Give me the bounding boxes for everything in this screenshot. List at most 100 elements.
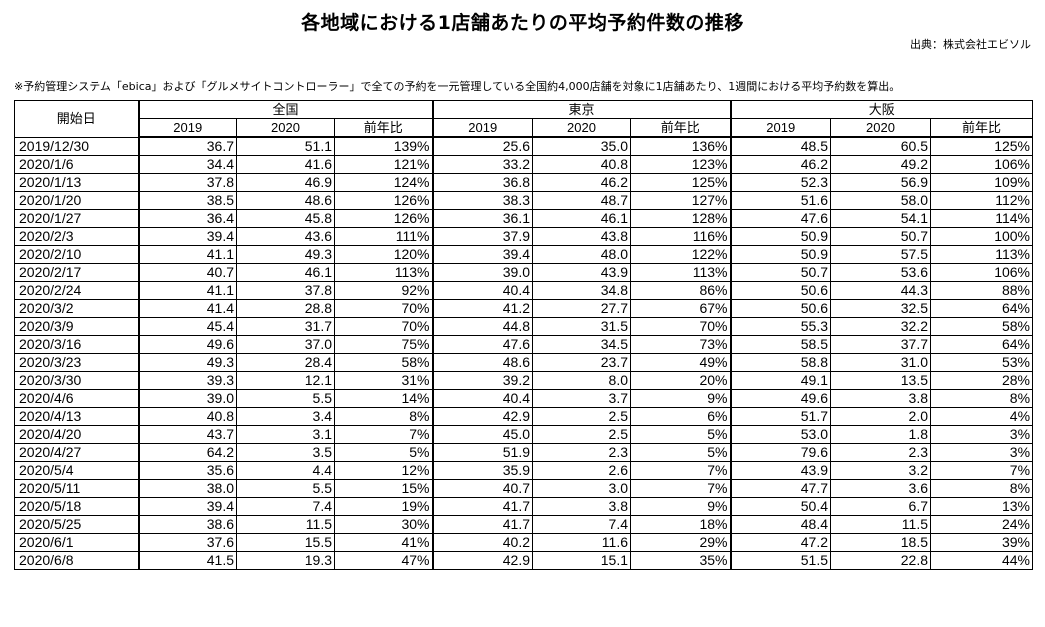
cell-tokyo-2019: 45.0: [432, 425, 533, 444]
cell-national-2019: 39.4: [138, 227, 237, 246]
cell-tokyo-2019: 51.9: [432, 443, 533, 462]
cell-national-2020: 3.1: [236, 425, 335, 444]
cell-national-yoy: 120%: [334, 245, 434, 264]
cell-osaka-2019: 58.8: [730, 353, 831, 372]
table-row: 2020/4/20 43.7 3.1 7% 45.0 2.5 5% 53.0 1.8 3%: [14, 425, 1034, 444]
cell-start-date: 2020/3/23: [14, 353, 140, 372]
cell-tokyo-2020: 43.9: [532, 263, 631, 282]
cell-national-yoy: 14%: [334, 389, 434, 408]
cell-start-date: 2020/4/6: [14, 389, 140, 408]
cell-osaka-2019: 52.3: [730, 173, 831, 192]
table-row: 2020/3/23 49.3 28.4 58% 48.6 23.7 49% 58.8 31.0 5…: [14, 353, 1034, 372]
cell-tokyo-2019: 48.6: [432, 353, 533, 372]
cell-national-yoy: 111%: [334, 227, 434, 246]
subheader-2020: 2020: [236, 118, 335, 138]
cell-osaka-2019: 48.4: [730, 515, 831, 534]
cell-tokyo-yoy: 29%: [630, 533, 732, 552]
cell-tokyo-yoy: 6%: [630, 407, 732, 426]
cell-national-2019: 38.6: [138, 515, 237, 534]
cell-osaka-2019: 50.6: [730, 299, 831, 318]
cell-tokyo-2019: 41.7: [432, 497, 533, 516]
cell-national-2019: 41.1: [138, 281, 237, 300]
cell-tokyo-2019: 40.2: [432, 533, 533, 552]
cell-tokyo-2019: 25.6: [432, 136, 533, 156]
cell-osaka-2020: 54.1: [830, 209, 931, 228]
region-header-osaka: 大阪: [729, 100, 1034, 119]
cell-national-2020: 7.4: [236, 497, 335, 516]
cell-national-2020: 45.8: [236, 209, 335, 228]
table-row: 2020/3/30 39.3 12.1 31% 39.2 8.0 20% 49.1 13.5 28…: [14, 371, 1034, 390]
cell-national-2020: 31.7: [236, 317, 335, 336]
cell-tokyo-2020: 43.8: [532, 227, 631, 246]
page-title: 各地域における1店舗あたりの平均予約件数の推移: [301, 12, 744, 34]
cell-osaka-yoy: 125%: [929, 136, 1034, 156]
reservations-table: 開始日 全国 東京 大阪 2019 2020 前年比 2019 2020 前年比…: [14, 100, 1034, 570]
cell-national-2019: 40.7: [138, 263, 237, 282]
cell-osaka-yoy: 88%: [929, 281, 1034, 300]
cell-tokyo-yoy: 116%: [630, 227, 732, 246]
cell-national-2020: 37.8: [236, 281, 335, 300]
cell-osaka-yoy: 3%: [929, 425, 1034, 444]
cell-tokyo-2020: 34.5: [532, 335, 631, 354]
cell-national-2020: 51.1: [236, 136, 335, 156]
cell-start-date: 2020/2/10: [14, 245, 140, 264]
cell-national-2020: 46.9: [236, 173, 335, 192]
cell-national-yoy: 12%: [334, 461, 434, 480]
cell-start-date: 2020/6/1: [14, 533, 140, 552]
cell-national-yoy: 47%: [334, 551, 434, 570]
cell-national-2019: 34.4: [138, 155, 237, 174]
cell-tokyo-2020: 15.1: [532, 551, 631, 570]
cell-osaka-2019: 50.9: [730, 227, 831, 246]
cell-tokyo-2020: 40.8: [532, 155, 631, 174]
table-row: 2020/3/2 41.4 28.8 70% 41.2 27.7 67% 50.6 32.5 64…: [14, 299, 1034, 318]
cell-national-yoy: 70%: [334, 299, 434, 318]
cell-national-yoy: 8%: [334, 407, 434, 426]
cell-tokyo-2019: 41.2: [432, 299, 533, 318]
cell-national-yoy: 113%: [334, 263, 434, 282]
cell-national-2020: 11.5: [236, 515, 335, 534]
cell-osaka-yoy: 53%: [929, 353, 1034, 372]
cell-tokyo-yoy: 73%: [630, 335, 732, 354]
cell-osaka-2019: 53.0: [730, 425, 831, 444]
cell-start-date: 2020/2/17: [14, 263, 140, 282]
cell-start-date: 2020/4/27: [14, 443, 140, 462]
cell-osaka-yoy: 112%: [929, 191, 1034, 210]
cell-osaka-2020: 2.3: [830, 443, 931, 462]
cell-osaka-2020: 22.8: [830, 551, 931, 570]
cell-tokyo-yoy: 86%: [630, 281, 732, 300]
table-row: 2020/1/20 38.5 48.6 126% 38.3 48.7 127% 51.6 58.…: [14, 191, 1034, 210]
cell-osaka-2020: 50.7: [830, 227, 931, 246]
cell-tokyo-2020: 3.8: [532, 497, 631, 516]
cell-tokyo-2020: 27.7: [532, 299, 631, 318]
table-row: 2019/12/30 36.7 51.1 139% 25.6 35.0 136% 48.5 60…: [14, 136, 1034, 156]
cell-osaka-2019: 58.5: [730, 335, 831, 354]
cell-osaka-2019: 46.2: [730, 155, 831, 174]
cell-osaka-2019: 47.6: [730, 209, 831, 228]
cell-osaka-yoy: 4%: [929, 407, 1034, 426]
header-row-regions: 開始日 全国 東京 大阪: [14, 100, 1034, 138]
cell-tokyo-2020: 2.3: [532, 443, 631, 462]
cell-start-date: 2020/1/6: [14, 155, 140, 174]
cell-national-yoy: 15%: [334, 479, 434, 498]
cell-osaka-yoy: 106%: [929, 155, 1034, 174]
cell-start-date: 2020/5/18: [14, 497, 140, 516]
cell-osaka-2019: 43.9: [730, 461, 831, 480]
cell-tokyo-2020: 46.2: [532, 173, 631, 192]
cell-tokyo-yoy: 123%: [630, 155, 732, 174]
cell-tokyo-2020: 3.7: [532, 389, 631, 408]
table-row: 2020/2/10 41.1 49.3 120% 39.4 48.0 122% 50.9 57.…: [14, 245, 1034, 264]
cell-osaka-yoy: 28%: [929, 371, 1034, 390]
cell-national-yoy: 30%: [334, 515, 434, 534]
cell-osaka-yoy: 114%: [929, 209, 1034, 228]
cell-tokyo-yoy: 7%: [630, 479, 732, 498]
cell-osaka-yoy: 106%: [929, 263, 1034, 282]
cell-osaka-yoy: 8%: [929, 389, 1034, 408]
cell-osaka-2019: 50.4: [730, 497, 831, 516]
cell-tokyo-2020: 31.5: [532, 317, 631, 336]
cell-osaka-yoy: 13%: [929, 497, 1034, 516]
cell-national-2019: 45.4: [138, 317, 237, 336]
cell-national-2020: 28.8: [236, 299, 335, 318]
cell-osaka-2019: 50.7: [730, 263, 831, 282]
cell-osaka-2019: 49.1: [730, 371, 831, 390]
cell-osaka-yoy: 113%: [929, 245, 1034, 264]
